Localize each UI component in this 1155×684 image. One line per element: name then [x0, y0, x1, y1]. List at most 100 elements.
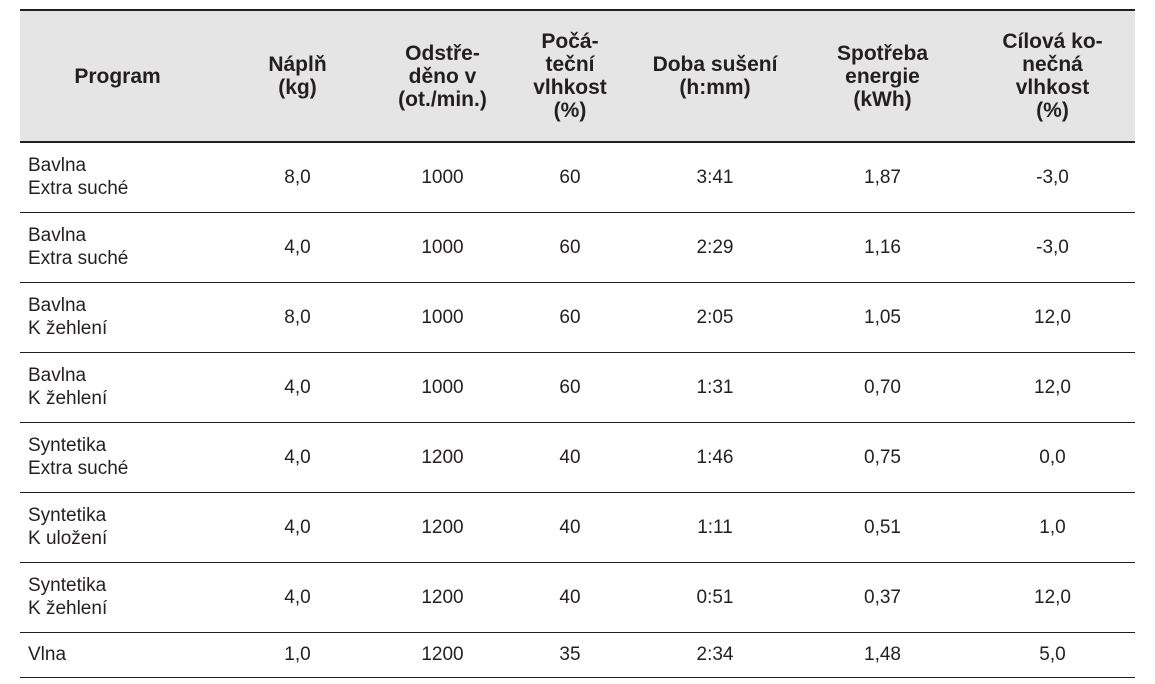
cell-load: 4,0: [284, 446, 311, 468]
cell-moisture: 60: [559, 166, 581, 188]
program-name: Bavlna: [28, 155, 87, 177]
cell-final: 1,0: [1039, 516, 1066, 538]
program-mode: Extra suché: [28, 458, 129, 479]
table-row: Bavlna Extra suché 4,0 1000 60 2:29 1,16 -3,0: [20, 212, 1135, 282]
program-mode: K žehlení: [28, 318, 108, 339]
header-energy-line: energie: [845, 64, 920, 88]
header-energy-line: Spotřeba: [836, 41, 928, 65]
header-energy: Spotřeba energie (kWh): [795, 10, 970, 142]
cell-moisture: 40: [559, 586, 581, 608]
program-mode: K žehlení: [28, 388, 108, 409]
cell-time: 2:29: [696, 236, 734, 258]
cell-final: -3,0: [1036, 236, 1069, 258]
header-spin: Odstře-děno v (ot./min.): [380, 10, 505, 142]
table-row: Syntetika K uložení 4,0 1200 40 1:11 0,51 1,0: [20, 492, 1135, 562]
header-load-line: (kg): [278, 76, 317, 99]
cell-final: 0,0: [1039, 446, 1066, 468]
cell-moisture: 60: [559, 306, 581, 328]
cell-load: 4,0: [284, 586, 311, 608]
cell-moisture: 40: [559, 516, 581, 538]
header-spin-line: Odstře-: [405, 41, 480, 65]
table-header: Program Náplň (kg) Odstře-děno v (ot./min.) P…: [20, 10, 1135, 142]
header-row: Program Náplň (kg) Odstře-děno v (ot./min.) P…: [20, 10, 1135, 142]
header-moisture-line: (%): [553, 99, 587, 122]
header-final: Cílová ko-nečná vlhkost (%): [970, 10, 1135, 142]
drying-programs-table-wrapper: Program Náplň (kg) Odstře-děno v (ot./min.) P…: [20, 9, 1135, 678]
header-moisture-line: Počá-: [541, 30, 599, 53]
cell-energy: 1,16: [864, 236, 901, 258]
cell-energy: 1,05: [864, 306, 901, 328]
cell-time: 1:31: [696, 376, 734, 398]
cell-moisture: 40: [559, 446, 581, 468]
program-mode: K uložení: [28, 528, 108, 549]
cell-energy: 1,87: [864, 166, 901, 188]
header-energy-line: (kWh): [853, 87, 912, 111]
header-time-line: Doba sušení: [652, 53, 778, 76]
cell-energy: 0,37: [864, 586, 901, 608]
cell-load: 4,0: [284, 516, 311, 538]
cell-time: 2:34: [696, 644, 734, 665]
cell-load: 1,0: [284, 644, 311, 665]
table-row: Bavlna K žehlení 8,0 1000 60 2:05 1,05 12,0: [20, 282, 1135, 352]
cell-spin: 1200: [421, 644, 464, 665]
program-name: Syntetika: [28, 505, 107, 526]
cell-program: Syntetika K uložení: [20, 492, 215, 562]
cell-time: 1:11: [697, 516, 733, 538]
cell-energy: 0,51: [864, 516, 901, 538]
cell-energy: 1,48: [864, 644, 901, 665]
cell-program: Vlna: [20, 632, 215, 677]
cell-moisture: 60: [559, 376, 581, 398]
header-moisture-line: teční: [545, 53, 595, 76]
cell-moisture: 35: [559, 644, 581, 665]
cell-program: Bavlna Extra suché: [20, 212, 215, 282]
table-body: Bavlna Extra suché 8,0 1000 60 3:41 1,87 -3,0 Ba…: [20, 142, 1135, 677]
table-row: Bavlna Extra suché 8,0 1000 60 3:41 1,87 -3,0: [20, 142, 1135, 212]
header-moisture: Počá-teční vlhkost (%): [505, 10, 635, 142]
cell-energy: 0,70: [864, 376, 901, 398]
cell-spin: 1200: [421, 516, 464, 538]
header-final-line: (%): [1036, 99, 1069, 122]
cell-spin: 1200: [421, 586, 464, 608]
header-final-line: Cílová ko-: [1002, 30, 1103, 53]
cell-energy: 0,75: [864, 446, 901, 468]
header-final-line: vlhkost: [1015, 76, 1090, 99]
cell-moisture: 60: [559, 236, 581, 258]
header-load-line: Náplň: [268, 53, 327, 76]
cell-load: 4,0: [284, 236, 311, 258]
cell-final: 12,0: [1034, 586, 1071, 608]
header-time: Doba sušení (h:mm): [635, 10, 795, 142]
cell-load: 4,0: [284, 376, 311, 398]
cell-time: 0:51: [696, 586, 734, 608]
header-spin-line: děno v: [408, 64, 477, 88]
cell-spin: 1000: [421, 376, 464, 398]
header-program-line: Program: [74, 64, 161, 88]
table-row: Syntetika Extra suché 4,0 1200 40 1:46 0,75 0,0: [20, 422, 1135, 492]
cell-spin: 1000: [421, 306, 464, 328]
header-load: Náplň (kg): [215, 10, 380, 142]
program-name: Bavlna: [28, 295, 87, 316]
program-name: Vlna: [28, 644, 67, 665]
cell-load: 8,0: [284, 166, 311, 188]
program-name: Bavlna: [28, 225, 87, 246]
table-row: Bavlna K žehlení 4,0 1000 60 1:31 0,70 12,0: [20, 352, 1135, 422]
cell-time: 1:46: [696, 446, 734, 468]
header-spin-line: (ot./min.): [398, 87, 487, 111]
cell-program: Bavlna Extra suché: [20, 142, 215, 212]
cell-final: 12,0: [1034, 376, 1071, 398]
cell-spin: 1200: [421, 446, 464, 468]
cell-final: -3,0: [1036, 166, 1069, 188]
cell-program: Bavlna K žehlení: [20, 352, 215, 422]
cell-time: 3:41: [696, 166, 734, 188]
drying-programs-table: Program Náplň (kg) Odstře-děno v (ot./min.) P…: [20, 9, 1135, 678]
header-time-line: (h:mm): [679, 76, 751, 99]
cell-load: 8,0: [284, 306, 311, 328]
cell-time: 2:05: [696, 306, 734, 328]
header-moisture-line: vlhkost: [533, 76, 607, 99]
table-row: Syntetika K žehlení 4,0 1200 40 0:51 0,37 12,0: [20, 562, 1135, 632]
cell-program: Bavlna K žehlení: [20, 282, 215, 352]
cell-program: Syntetika K žehlení: [20, 562, 215, 632]
cell-final: 5,0: [1039, 644, 1066, 665]
program-mode: Extra suché: [28, 178, 129, 200]
header-final-line: nečná: [1022, 53, 1083, 76]
cell-program: Syntetika Extra suché: [20, 422, 215, 492]
